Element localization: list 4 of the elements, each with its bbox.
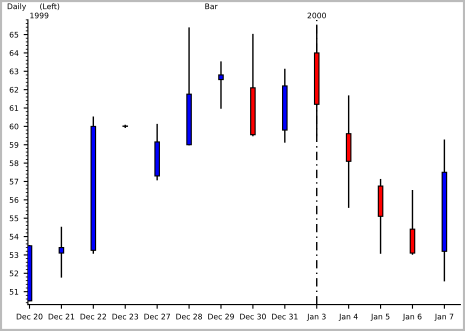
- candlestick: [58, 226, 64, 278]
- candlestick: [410, 190, 416, 255]
- candlestick: [122, 124, 128, 128]
- candlestick: [218, 61, 224, 109]
